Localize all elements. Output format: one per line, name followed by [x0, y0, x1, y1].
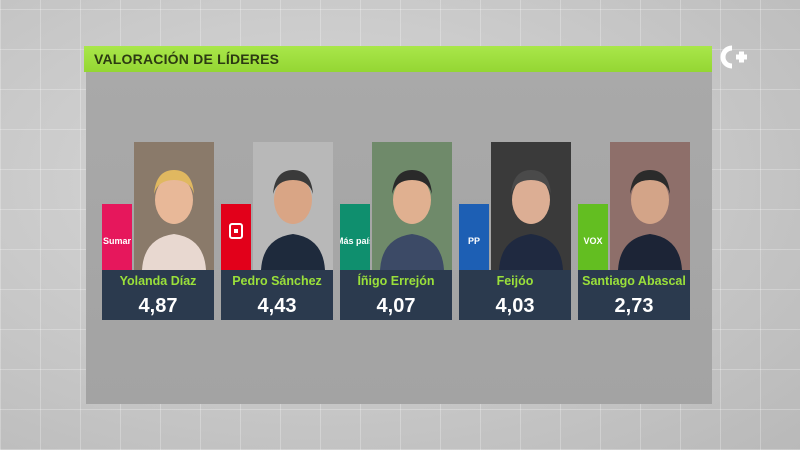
party-label: Más país	[340, 236, 370, 246]
title-bar: VALORACIÓN DE LÍDERES	[84, 46, 712, 72]
leader-score: 4,87	[138, 294, 178, 317]
leader-card: VOX Santiago Abascal 2,73	[578, 142, 690, 320]
leader-photo	[610, 142, 690, 270]
channel-logo	[714, 44, 748, 70]
value-bar: 4,03	[459, 292, 571, 320]
party-badge: PP	[459, 204, 489, 270]
leader-photo	[253, 142, 333, 270]
value-bar: 4,07	[340, 292, 452, 320]
party-badge	[221, 204, 251, 270]
party-badge: VOX	[578, 204, 608, 270]
leader-score: 4,03	[495, 294, 535, 317]
name-bar: Pedro Sánchez	[221, 270, 333, 292]
leader-photo	[491, 142, 571, 270]
leader-name: Feijóo	[496, 274, 534, 288]
party-badge: Más país	[340, 204, 370, 270]
leader-name: Íñigo Errejón	[357, 274, 435, 288]
leader-card: PP Feijóo 4,03	[459, 142, 571, 320]
leader-card: Más país Íñigo Errejón 4,07	[340, 142, 452, 320]
party-rose-icon	[227, 221, 245, 270]
value-bar: 2,73	[578, 292, 690, 320]
leader-name: Yolanda Díaz	[119, 274, 197, 288]
value-bar: 4,87	[102, 292, 214, 320]
name-bar: Yolanda Díaz	[102, 270, 214, 292]
leader-card: Sumar Yolanda Díaz 4,87	[102, 142, 214, 320]
party-label: Sumar	[102, 236, 131, 246]
party-label: PP	[467, 236, 480, 246]
value-bar: 4,43	[221, 292, 333, 320]
name-bar: Santiago Abascal	[578, 270, 690, 292]
party-badge: Sumar	[102, 204, 132, 270]
leader-card: Pedro Sánchez 4,43	[221, 142, 333, 320]
name-bar: Íñigo Errejón	[340, 270, 452, 292]
name-bar: Feijóo	[459, 270, 571, 292]
chart-title: VALORACIÓN DE LÍDERES	[94, 51, 280, 67]
leader-photo	[134, 142, 214, 270]
party-label: VOX	[583, 236, 603, 246]
leader-score: 4,43	[257, 294, 297, 317]
leader-name: Pedro Sánchez	[232, 274, 322, 288]
leader-photo	[372, 142, 452, 270]
leader-name: Santiago Abascal	[582, 274, 686, 288]
leader-score: 4,07	[376, 294, 416, 317]
leader-score: 2,73	[614, 294, 654, 317]
